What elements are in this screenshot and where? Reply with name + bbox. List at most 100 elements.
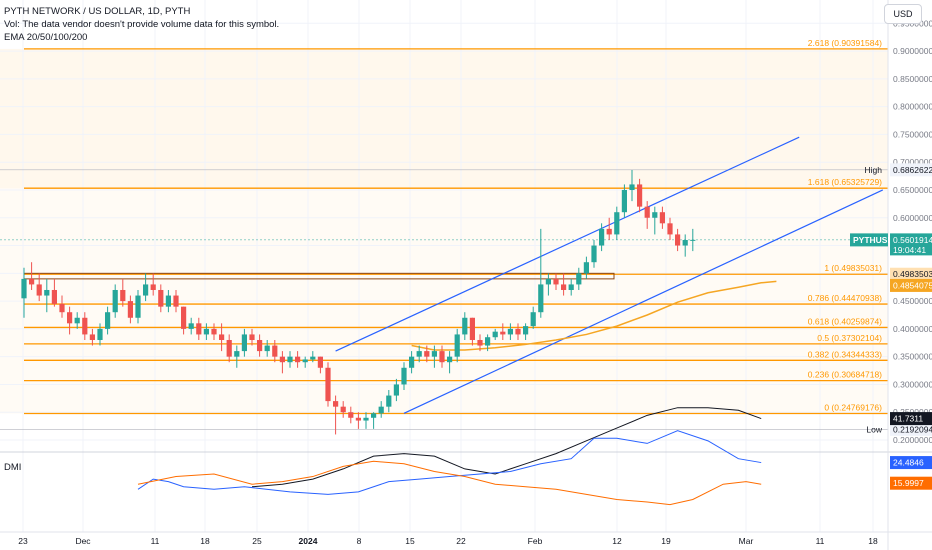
candle-body [500,331,506,335]
candle-body [150,284,156,290]
candle-body [393,384,399,396]
fib-level-label: 1.618 (0.65325729) [808,177,882,187]
fib-price-tag: 0.49835031 [893,269,932,279]
candle-body [409,356,415,368]
x-tick-label: Mar [739,536,754,546]
candle-body [188,323,194,329]
candle-body [74,317,80,324]
candle-body [36,284,42,296]
candle-body [690,239,696,241]
dmi-value-tag-bg [890,476,932,490]
candle-body [89,334,95,340]
dmi-value-tag: 15.9997 [893,478,924,488]
high-price-tag-bg [890,163,932,177]
candle-body [507,328,513,335]
candle-body [295,356,301,363]
candle-body [485,337,491,346]
candle-body [310,356,316,360]
candle-body [667,223,673,235]
countdown-tag: 19:04:41 [893,245,926,255]
candle-body [333,401,339,407]
candle-body [371,413,377,418]
ema-line [411,280,777,351]
ema-indicator-label[interactable]: EMA 20/50/100/200 [4,32,88,43]
candle-body [462,317,468,335]
symbol-tag: PYTHUSD [853,235,894,245]
candle-body [249,334,255,340]
candle-body [363,417,369,421]
candle-body [257,339,263,352]
candle-body [431,351,437,357]
candle-body [378,406,384,414]
y-tick-label: 0.90000000 [893,46,932,56]
x-tick-label: 8 [357,536,362,546]
candle-body [553,278,559,285]
candle-body [401,367,407,385]
candle-body [447,356,453,363]
candle-body [515,328,521,335]
high-price-tag: 0.68626223 [893,165,932,175]
candle-body [652,212,658,218]
candle-body [97,328,103,340]
candle-body [241,334,247,352]
candle-body [226,339,232,357]
dmi-value-tag: 24.4846 [893,458,924,468]
fib-level-label: 0.382 (0.34344333) [808,349,882,359]
x-tick-label: 11 [816,536,825,546]
candle-body [545,278,551,285]
candle-body [530,312,536,327]
candle-body [629,184,635,190]
candle-body [317,356,323,368]
symbol-title: PYTH NETWORK / US DOLLAR, 1D, PYTH [4,6,191,17]
ema-price-tag-bg [890,278,932,292]
candle-body [234,351,240,357]
candle-body [599,228,605,246]
fib-level-label: 2.618 (0.90391584) [808,38,882,48]
dmi-series-line [251,407,762,488]
fib-level-label: 0 (0.24769176) [824,403,882,413]
candle-body [211,328,217,335]
candle-body [127,301,133,318]
candle-body [583,262,589,274]
candle-body [120,289,126,302]
high-label: High [865,165,883,175]
fib-level-label: 0.618 (0.40259874) [808,316,882,326]
dmi-series-line [137,460,762,506]
candle-body [348,412,354,418]
candle-body [439,351,445,363]
ema-price-tag: 0.48540750 [893,280,932,290]
candle-body [340,406,346,413]
fib-price-tag-bg [890,267,932,281]
dmi-value-tag-bg [890,456,932,470]
candle-body [591,245,597,263]
fib-level-label: 0.786 (0.44470938) [808,293,882,303]
candle-body [196,323,202,335]
candle-body [568,284,574,290]
candle-body [51,289,57,304]
x-tick-label: 25 [252,536,262,546]
x-tick-label: Feb [528,536,543,546]
candle-body [203,328,209,335]
candle-body [67,312,73,324]
dmi-value-tag: 41.7311 [893,414,923,424]
candle-body [644,206,650,218]
candle-body [538,284,544,313]
currency-button[interactable]: USD [884,4,922,24]
candle-body [469,317,475,340]
candle-body [143,284,149,296]
candle-body [181,306,187,329]
last-price-tag: 0.56019149 [893,235,932,245]
x-tick-label: 23 [18,536,28,546]
candle-body [386,395,392,407]
candle-body [561,284,567,290]
candle-body [287,356,293,363]
candle-body [355,417,361,421]
